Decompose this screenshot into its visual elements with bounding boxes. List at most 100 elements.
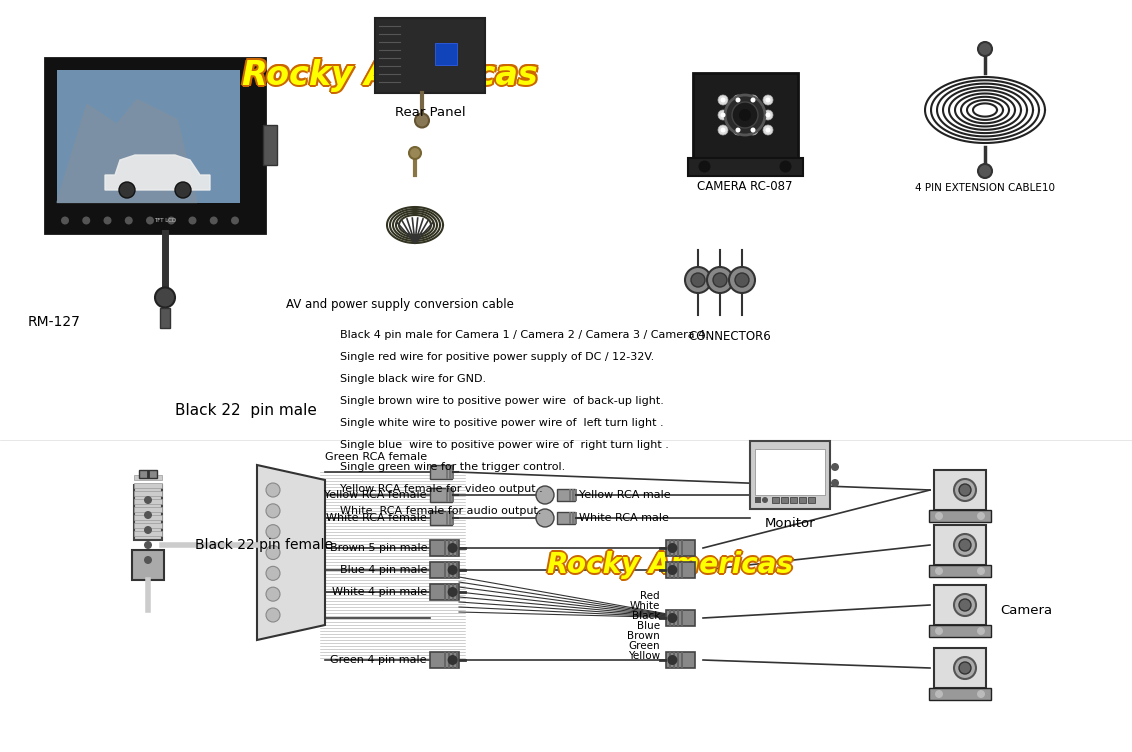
Bar — [669, 610, 671, 626]
Bar — [448, 465, 451, 479]
Text: Brown 5 pin male: Brown 5 pin male — [329, 543, 427, 553]
Circle shape — [266, 608, 280, 622]
Bar — [57, 69, 240, 202]
Circle shape — [978, 42, 992, 56]
Bar — [134, 491, 162, 496]
Circle shape — [409, 147, 421, 159]
Bar — [781, 497, 788, 503]
Circle shape — [61, 217, 69, 225]
Circle shape — [736, 113, 740, 117]
Bar — [681, 539, 684, 556]
Bar — [45, 57, 265, 232]
Bar — [446, 488, 447, 502]
Bar — [444, 539, 446, 556]
Circle shape — [751, 128, 755, 132]
Bar — [447, 584, 449, 600]
Bar — [929, 510, 990, 522]
Circle shape — [724, 95, 765, 135]
Bar — [452, 465, 454, 479]
Bar — [934, 648, 986, 688]
Bar — [455, 651, 457, 669]
Text: Rocky Americas: Rocky Americas — [241, 60, 537, 93]
Text: Rocky Americas: Rocky Americas — [546, 550, 791, 578]
Bar — [677, 610, 679, 626]
Bar — [799, 497, 806, 503]
Bar — [134, 523, 162, 528]
Circle shape — [266, 587, 280, 601]
Circle shape — [720, 98, 726, 102]
Text: White: White — [629, 601, 660, 611]
Bar — [669, 562, 671, 578]
Circle shape — [734, 95, 743, 105]
Circle shape — [266, 566, 280, 581]
Bar — [447, 539, 449, 556]
Circle shape — [748, 95, 758, 105]
Bar — [569, 489, 571, 501]
Text: Rocky Americas: Rocky Americas — [547, 551, 794, 579]
Text: Rocky Americas: Rocky Americas — [241, 57, 537, 90]
Circle shape — [720, 128, 726, 132]
Bar — [681, 651, 684, 669]
Text: Rocky Americas: Rocky Americas — [242, 60, 538, 93]
Bar — [693, 72, 798, 157]
Circle shape — [765, 128, 771, 132]
Text: Red: Red — [641, 591, 660, 601]
Circle shape — [144, 496, 152, 504]
Bar — [430, 584, 458, 600]
Bar — [572, 489, 574, 501]
Bar — [452, 511, 454, 525]
Text: CAMERA RC-087: CAMERA RC-087 — [697, 180, 792, 193]
Bar — [448, 488, 451, 502]
Bar — [677, 562, 679, 578]
Circle shape — [691, 273, 705, 287]
Circle shape — [751, 98, 755, 102]
Circle shape — [266, 483, 280, 497]
Circle shape — [748, 125, 758, 135]
Text: Rocky Americas: Rocky Americas — [547, 549, 794, 577]
Circle shape — [144, 511, 152, 519]
Bar — [934, 585, 986, 625]
Bar — [674, 651, 676, 669]
Bar — [755, 497, 761, 503]
Text: Rocky Americas: Rocky Americas — [547, 553, 794, 581]
Circle shape — [718, 95, 728, 105]
Text: Rocky Americas: Rocky Americas — [549, 550, 795, 578]
Text: Single red wire for positive power supply of DC / 12-32V.: Single red wire for positive power suppl… — [340, 352, 654, 362]
Bar — [446, 511, 447, 525]
Circle shape — [415, 114, 429, 128]
Bar — [929, 565, 990, 577]
Circle shape — [739, 109, 751, 121]
Circle shape — [535, 486, 554, 504]
Text: Single blue  wire to positive power wire of  right turn light .: Single blue wire to positive power wire … — [340, 440, 669, 450]
Bar — [134, 499, 162, 504]
Text: Rocky Americas: Rocky Americas — [242, 59, 538, 92]
Bar — [430, 511, 452, 525]
Bar — [452, 584, 454, 600]
Text: Yellow: Yellow — [628, 651, 660, 661]
Bar — [674, 562, 676, 578]
Circle shape — [736, 128, 740, 132]
Circle shape — [748, 110, 758, 120]
Text: Yellow RCA female: Yellow RCA female — [325, 490, 427, 500]
Text: Monitor: Monitor — [765, 517, 815, 530]
Circle shape — [668, 613, 677, 623]
Circle shape — [668, 565, 677, 575]
Circle shape — [831, 463, 839, 471]
Bar — [751, 441, 830, 509]
Bar — [669, 651, 671, 669]
Bar — [435, 43, 457, 65]
Bar — [134, 485, 162, 540]
Circle shape — [266, 504, 280, 518]
Bar — [452, 562, 454, 578]
Circle shape — [935, 512, 943, 520]
Text: Rocky Americas: Rocky Americas — [549, 553, 795, 581]
Bar — [430, 465, 452, 479]
Bar — [447, 562, 449, 578]
Circle shape — [713, 273, 727, 287]
Circle shape — [959, 662, 971, 674]
Circle shape — [729, 267, 755, 293]
Text: Green 4 pin male: Green 4 pin male — [331, 655, 427, 665]
Bar — [375, 17, 484, 92]
Circle shape — [954, 479, 976, 501]
Bar — [572, 512, 574, 524]
